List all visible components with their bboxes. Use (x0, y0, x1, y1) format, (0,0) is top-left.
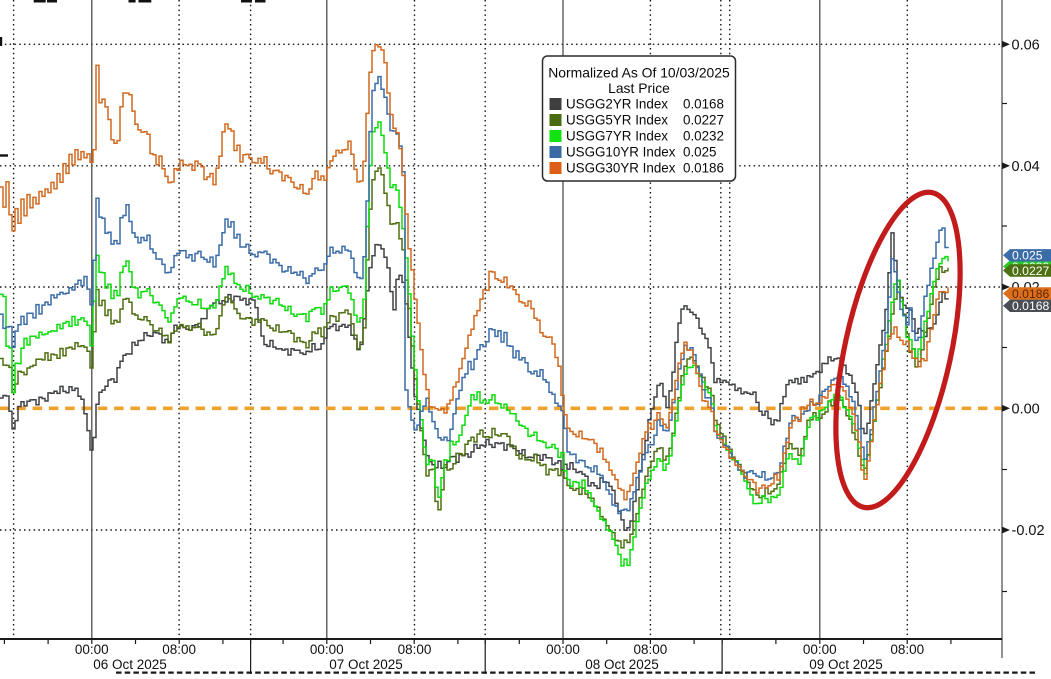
svg-text:USGG2YR Index: USGG2YR Index (566, 97, 668, 112)
svg-text:0.06: 0.06 (1012, 37, 1040, 53)
svg-text:0.0232: 0.0232 (683, 129, 724, 144)
svg-text:08:00: 08:00 (162, 642, 196, 657)
svg-text:0.025: 0.025 (683, 145, 717, 160)
svg-text:08 Oct 2025: 08 Oct 2025 (585, 657, 659, 672)
svg-text:0.0168: 0.0168 (683, 97, 724, 112)
svg-text:USGG7YR Index: USGG7YR Index (566, 129, 668, 144)
svg-text:00:00: 00:00 (546, 642, 580, 657)
svg-text:Normalized As Of 10/03/2025: Normalized As Of 10/03/2025 (548, 65, 730, 81)
svg-text:0.0186: 0.0186 (1012, 287, 1049, 301)
svg-text:00:00: 00:00 (75, 642, 109, 657)
svg-text:08:00: 08:00 (398, 642, 432, 657)
svg-text:0.0227: 0.0227 (683, 113, 724, 128)
svg-text:09 Oct 2025: 09 Oct 2025 (809, 657, 883, 672)
svg-text:08:00: 08:00 (634, 642, 668, 657)
svg-text:00:00: 00:00 (310, 642, 344, 657)
svg-text:08:00: 08:00 (890, 642, 924, 657)
svg-text:Last Price: Last Price (608, 80, 670, 96)
svg-text:-0.02: -0.02 (1012, 523, 1045, 539)
svg-text:0.0227: 0.0227 (1012, 264, 1049, 278)
svg-text:00:00: 00:00 (803, 642, 837, 657)
svg-text:07 Oct 2025: 07 Oct 2025 (329, 657, 403, 672)
svg-text:USGG30YR Index: USGG30YR Index (566, 161, 676, 176)
svg-text:0.0186: 0.0186 (683, 161, 724, 176)
svg-text:0.025: 0.025 (1012, 249, 1043, 263)
svg-text:USGG5YR Index: USGG5YR Index (566, 113, 668, 128)
svg-text:USGG10YR Index: USGG10YR Index (566, 145, 676, 160)
svg-text:0.0168: 0.0168 (1012, 299, 1049, 313)
svg-text:06 Oct 2025: 06 Oct 2025 (93, 657, 167, 672)
svg-text:0.04: 0.04 (1012, 159, 1040, 175)
svg-text:0.00: 0.00 (1012, 401, 1040, 417)
